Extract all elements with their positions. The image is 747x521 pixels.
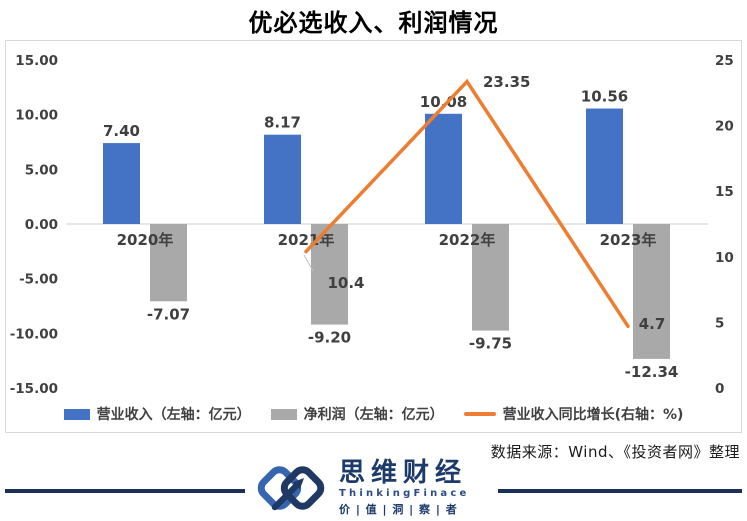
legend-label-net-profit: 净利润（左轴：亿元） — [303, 407, 444, 423]
left-axis-tick: -15.00 — [10, 381, 58, 397]
footer-divider-left — [5, 489, 245, 493]
left-axis-tick: -10.00 — [10, 326, 58, 342]
left-axis-tick: 0.00 — [25, 217, 58, 233]
category-label: 2020年 — [117, 231, 174, 249]
logo-tagline: 价 | 值 | 洞 | 察 | 者 — [339, 503, 458, 517]
legend-label-revenue: 营业收入（左轴：亿元） — [96, 407, 251, 423]
revenue-bar — [586, 108, 623, 224]
right-axis-tick: 15 — [715, 184, 734, 200]
category-label: 2021年 — [278, 231, 335, 249]
logo-subtitle: ThinkingFinace — [339, 488, 470, 500]
data-source-note: 数据来源：Wind、《投资者网》整理 — [490, 443, 740, 461]
legend-label-growth: 营业收入同比增长(右轴：%) — [502, 407, 684, 423]
logo-name: 思维财经 — [339, 457, 468, 488]
net-profit-swatch — [270, 408, 297, 420]
growth-line-value-label: 4.7 — [639, 315, 666, 333]
growth-line-value-label: 10.4 — [327, 274, 364, 292]
revenue-bar-value-label: 7.40 — [103, 122, 140, 140]
growth-line — [304, 78, 630, 329]
left-axis-tick: 15.00 — [15, 53, 58, 69]
footer-divider-right — [498, 489, 742, 493]
net-profit-bar-value-label: -12.34 — [625, 363, 679, 381]
right-axis-tick: 0 — [715, 381, 724, 397]
right-axis-tick: 25 — [715, 53, 734, 69]
revenue-bar — [103, 143, 140, 224]
right-axis-tick: 10 — [715, 250, 734, 266]
revenue-bar-value-label: 10.08 — [420, 93, 467, 111]
revenue-bar — [425, 113, 462, 224]
legend-item-growth: 营业收入同比增长(右轴：%) — [463, 404, 684, 424]
line-label-leader — [303, 254, 314, 272]
net-profit-bar-value-label: -9.20 — [308, 329, 351, 347]
net-profit-bar — [150, 224, 187, 302]
net-profit-bar-value-label: -7.07 — [147, 305, 190, 323]
logo-link-arrow-icon — [257, 466, 325, 511]
growth-line-value-label: 23.35 — [483, 73, 530, 91]
thinking-finance-logo: 思维财经 ThinkingFinace 价 | 值 | 洞 | 察 | 者 — [252, 458, 469, 518]
growth-swatch — [463, 412, 496, 416]
left-axis-tick: 10.00 — [15, 108, 58, 124]
category-label: 2022年 — [439, 231, 496, 249]
category-label: 2023年 — [600, 231, 657, 249]
left-axis-tick: -5.00 — [19, 272, 58, 288]
chart-title: 优必选收入、利润情况 — [248, 9, 499, 37]
legend-item-revenue: 营业收入（左轴：亿元） — [63, 404, 251, 424]
revenue-bar — [264, 134, 301, 224]
revenue-swatch — [63, 408, 90, 420]
left-axis-tick: 5.00 — [25, 162, 58, 178]
chart-legend: 营业收入（左轴：亿元） 净利润（左轴：亿元） 营业收入同比增长(右轴：%) — [6, 404, 741, 424]
legend-item-net-profit: 净利润（左轴：亿元） — [270, 404, 444, 424]
chart-plot-area: 15.00 10.00 5.00 0.00 -5.00 -10.00 -15.00 25 20 1… — [5, 40, 742, 433]
revenue-bar-value-label: 8.17 — [264, 114, 301, 132]
net-profit-bar — [472, 224, 509, 331]
revenue-bar-value-label: 10.56 — [581, 88, 628, 106]
right-axis-tick: 20 — [715, 119, 734, 135]
right-axis-tick: 5 — [715, 315, 724, 331]
combo-chart: 15.00 10.00 5.00 0.00 -5.00 -10.00 -15.00 25 20 1… — [10, 53, 734, 397]
net-profit-bar — [633, 224, 670, 359]
net-profit-bar-value-label: -9.75 — [469, 335, 512, 353]
